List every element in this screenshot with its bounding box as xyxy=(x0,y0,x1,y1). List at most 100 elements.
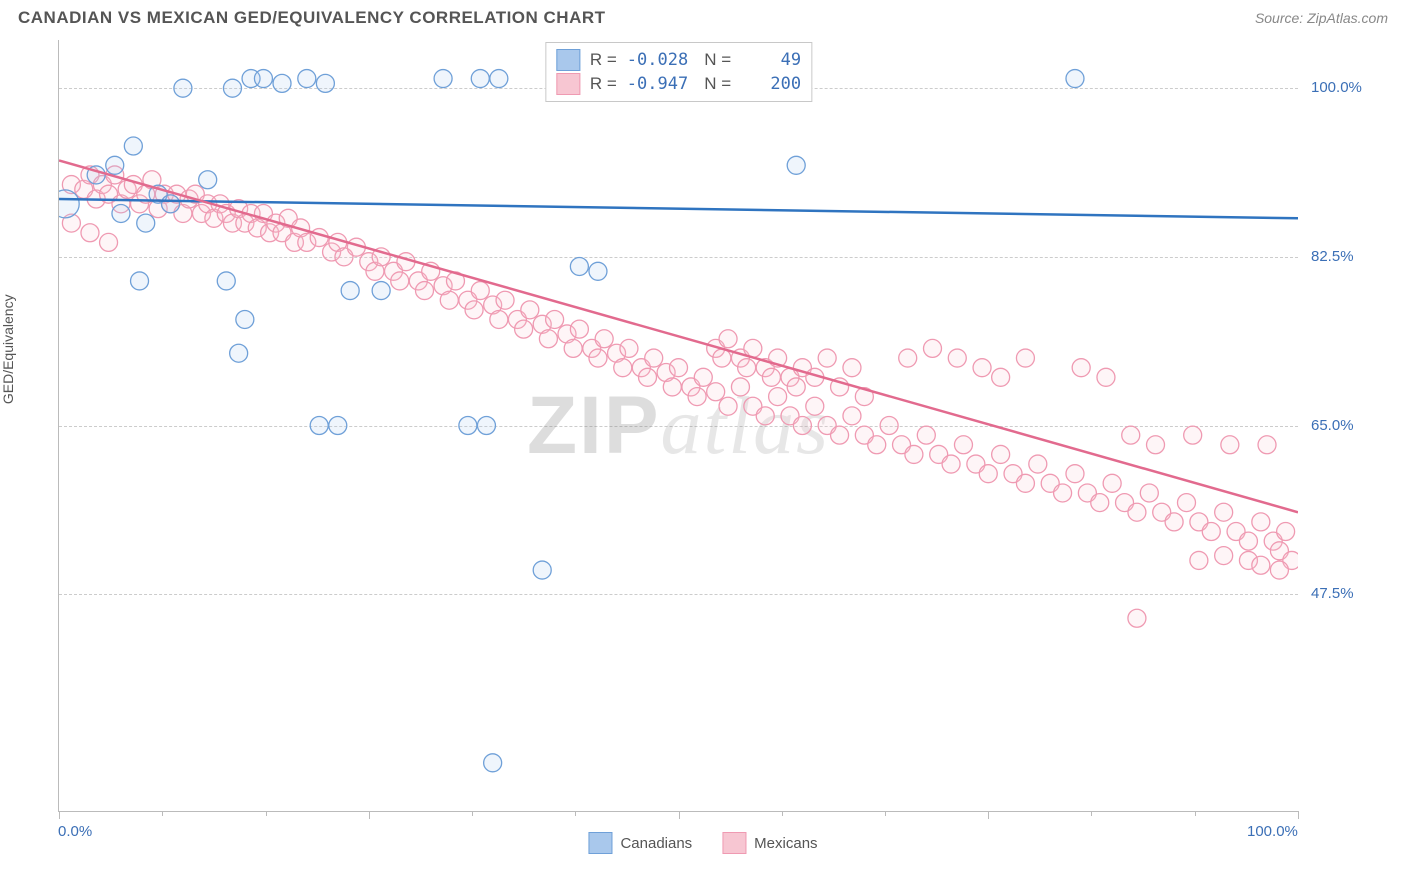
scatter-point xyxy=(254,70,272,88)
x-tick xyxy=(162,811,163,816)
scatter-point xyxy=(756,407,774,425)
scatter-point xyxy=(905,445,923,463)
scatter-point xyxy=(391,272,409,290)
scatter-point xyxy=(639,368,657,386)
scatter-point xyxy=(1072,359,1090,377)
scatter-point xyxy=(719,397,737,415)
n-value: 49 xyxy=(741,50,801,70)
scatter-point xyxy=(1054,484,1072,502)
scatter-point xyxy=(521,301,539,319)
scatter-point xyxy=(1215,547,1233,565)
scatter-point xyxy=(992,368,1010,386)
x-min-label: 0.0% xyxy=(58,823,92,840)
scatter-point xyxy=(595,330,613,348)
scatter-point xyxy=(440,291,458,309)
regression-line xyxy=(59,160,1298,512)
scatter-point xyxy=(131,272,149,290)
r-label: R = xyxy=(590,74,617,94)
x-tick-major xyxy=(1298,811,1299,819)
scatter-point xyxy=(738,359,756,377)
scatter-point xyxy=(1239,532,1257,550)
scatter-point xyxy=(465,301,483,319)
scatter-point xyxy=(1221,436,1239,454)
swatch-icon xyxy=(556,73,580,95)
scatter-point xyxy=(539,330,557,348)
scatter-point xyxy=(954,436,972,454)
scatter-point xyxy=(620,339,638,357)
scatter-point xyxy=(1252,513,1270,531)
scatter-point xyxy=(818,349,836,367)
scatter-point xyxy=(570,257,588,275)
scatter-point xyxy=(459,417,477,435)
legend-item: Mexicans xyxy=(722,832,817,854)
scatter-point xyxy=(496,291,514,309)
n-value: 200 xyxy=(741,74,801,94)
r-label: R = xyxy=(590,50,617,70)
scatter-point xyxy=(124,137,142,155)
scatter-point xyxy=(471,282,489,300)
scatter-point xyxy=(1202,523,1220,541)
scatter-point xyxy=(490,310,508,328)
scatter-point xyxy=(570,320,588,338)
scatter-point xyxy=(1029,455,1047,473)
chart-title: CANADIAN VS MEXICAN GED/EQUIVALENCY CORR… xyxy=(18,8,606,28)
scatter-layer xyxy=(59,40,1298,811)
scatter-point xyxy=(942,455,960,473)
scatter-point xyxy=(484,754,502,772)
scatter-point xyxy=(899,349,917,367)
y-tick-label: 82.5% xyxy=(1311,248,1354,265)
y-tick-label: 100.0% xyxy=(1311,79,1362,96)
scatter-point xyxy=(137,214,155,232)
scatter-point xyxy=(1016,474,1034,492)
swatch-icon xyxy=(722,832,746,854)
scatter-point xyxy=(917,426,935,444)
scatter-point xyxy=(694,368,712,386)
scatter-point xyxy=(719,330,737,348)
x-tick xyxy=(885,811,886,816)
scatter-point xyxy=(310,417,328,435)
n-label: N = xyxy=(704,74,731,94)
x-tick xyxy=(782,811,783,816)
scatter-point xyxy=(174,79,192,97)
scatter-point xyxy=(831,426,849,444)
legend-series: Canadians Mexicans xyxy=(588,832,817,854)
scatter-point xyxy=(1252,556,1270,574)
source-label: Source: ZipAtlas.com xyxy=(1255,10,1388,26)
scatter-point xyxy=(546,310,564,328)
scatter-point xyxy=(477,417,495,435)
scatter-point xyxy=(645,349,663,367)
scatter-point xyxy=(1128,503,1146,521)
scatter-point xyxy=(806,397,824,415)
scatter-point xyxy=(533,561,551,579)
scatter-point xyxy=(515,320,533,338)
scatter-point xyxy=(106,156,124,174)
scatter-point xyxy=(112,204,130,222)
r-value: -0.947 xyxy=(627,74,688,94)
scatter-point xyxy=(843,407,861,425)
scatter-point xyxy=(416,282,434,300)
swatch-icon xyxy=(556,49,580,71)
scatter-point xyxy=(1128,609,1146,627)
scatter-point xyxy=(707,383,725,401)
scatter-point xyxy=(81,224,99,242)
plot-area: ZIPatlas R = -0.028 N = 49 R = -0.947 N … xyxy=(58,40,1298,812)
scatter-point xyxy=(787,378,805,396)
scatter-point xyxy=(217,272,235,290)
x-tick-major xyxy=(988,811,989,819)
scatter-point xyxy=(880,417,898,435)
scatter-point xyxy=(372,282,390,300)
scatter-point xyxy=(1122,426,1140,444)
x-tick xyxy=(472,811,473,816)
legend-label: Canadians xyxy=(620,835,692,852)
scatter-point xyxy=(490,70,508,88)
scatter-point xyxy=(1258,436,1276,454)
scatter-point xyxy=(762,368,780,386)
scatter-point xyxy=(973,359,991,377)
y-tick-label: 65.0% xyxy=(1311,417,1354,434)
x-tick-major xyxy=(679,811,680,819)
scatter-point xyxy=(434,70,452,88)
scatter-point xyxy=(688,388,706,406)
n-label: N = xyxy=(704,50,731,70)
scatter-point xyxy=(787,156,805,174)
scatter-point xyxy=(1066,465,1084,483)
